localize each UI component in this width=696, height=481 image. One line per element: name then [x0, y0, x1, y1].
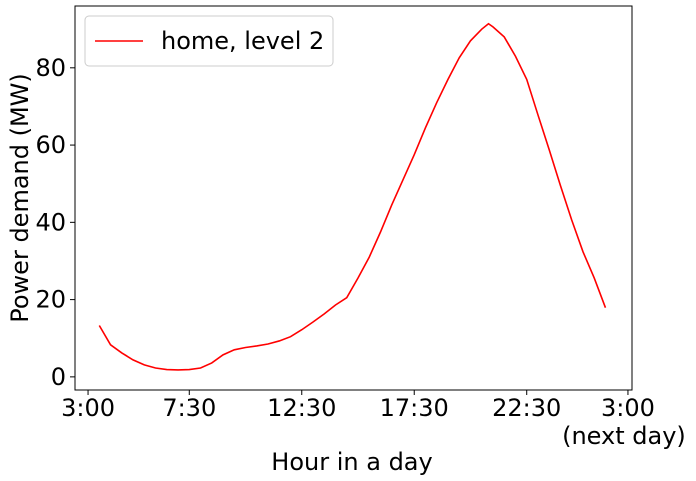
x-tick-label: 7:30: [162, 394, 216, 422]
y-tick-label: 0: [51, 363, 66, 391]
y-axis-label: Power demand (MW): [6, 73, 34, 323]
y-tick-label: 40: [35, 208, 66, 236]
legend-box: [84, 15, 334, 67]
x-tick-label: 3:00 (next day): [562, 394, 686, 450]
y-tick-label: 60: [35, 131, 66, 159]
y-tick-label: 20: [35, 286, 66, 314]
x-tick-label: 3:00: [61, 394, 115, 422]
x-tick-label: 12:30: [267, 394, 336, 422]
line-series: [98, 22, 607, 371]
x-axis-label: Hour in a day: [271, 448, 432, 476]
y-tick-label: 80: [35, 54, 66, 82]
plot-frame: [74, 5, 633, 391]
x-tick-label-line: (next day): [562, 422, 686, 450]
x-tick-label: 17:30: [380, 394, 449, 422]
x-tick-label-line: 3:00: [601, 394, 655, 422]
legend-label: home, level 2: [161, 27, 324, 55]
x-tick-label: 22:30: [492, 394, 561, 422]
